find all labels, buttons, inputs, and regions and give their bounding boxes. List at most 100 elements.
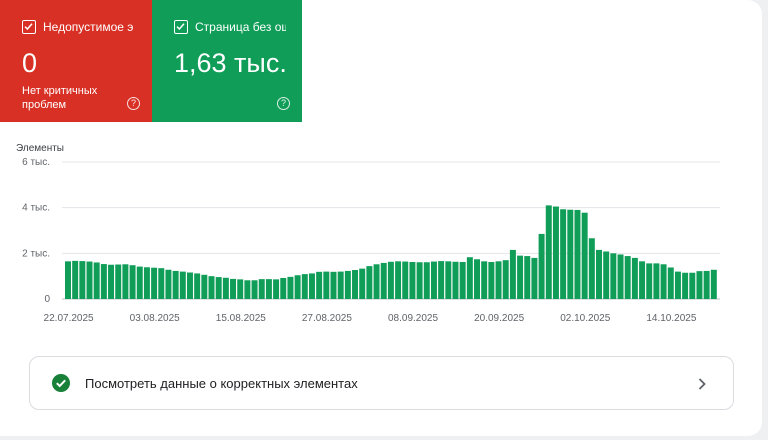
chart-bar[interactable] [251,280,258,299]
chart-bar[interactable] [129,265,136,299]
chart-bar[interactable] [682,272,689,299]
chart-bar[interactable] [93,262,100,299]
chart-bar[interactable] [423,262,430,299]
chart-bar[interactable] [308,273,315,299]
chart-bar[interactable] [237,279,244,299]
chart-bar[interactable] [430,261,437,299]
chart-bar[interactable] [143,267,150,299]
chart-bar[interactable] [79,261,86,299]
chart-bar[interactable] [466,257,473,299]
chart-bar[interactable] [301,274,308,299]
chart-bar[interactable] [72,260,79,299]
chart-bar[interactable] [395,261,402,299]
chart-bar[interactable] [86,261,93,299]
chart-bar[interactable] [481,261,488,299]
chart-bar[interactable] [100,264,107,299]
chart-bar[interactable] [402,261,409,299]
chart-bar[interactable] [445,261,452,299]
chart-bar[interactable] [215,277,222,299]
chart-bar[interactable] [344,270,351,299]
chart-bar[interactable] [151,267,158,299]
chart-bar[interactable] [380,262,387,299]
chart-bar[interactable] [624,256,631,299]
chart-bar[interactable] [108,264,115,299]
chart-bar[interactable] [710,269,717,299]
chart-bar[interactable] [330,271,337,299]
chart-bar[interactable] [230,278,237,299]
chart-bar[interactable] [610,253,617,299]
chart-bar[interactable] [265,279,272,299]
chart-bar[interactable] [617,254,624,299]
chart-bar[interactable] [373,264,380,299]
chart-bar[interactable] [696,271,703,299]
chart-bar[interactable] [194,273,201,299]
chart-bar[interactable] [222,277,229,299]
chart-bar[interactable] [509,249,516,299]
chart-bar[interactable] [208,276,215,299]
chart-bar[interactable] [502,260,509,299]
chart-bar[interactable] [273,279,280,299]
chart-bar[interactable] [416,262,423,299]
chart-bar[interactable] [316,271,323,299]
chart-bar[interactable] [387,261,394,299]
chart-bar[interactable] [115,264,122,299]
help-circle-icon[interactable]: ? [277,97,290,110]
chart-bar[interactable] [552,206,559,299]
chart-bar[interactable] [538,233,545,299]
chart-bar[interactable] [603,251,610,299]
chart-bar[interactable] [244,280,251,299]
chart-bar[interactable] [545,205,552,299]
chart-bar[interactable] [287,276,294,299]
help-circle-icon[interactable]: ? [127,97,140,110]
chart-bar[interactable] [122,264,129,299]
chart-bar[interactable] [459,262,466,299]
chart-bar[interactable] [488,262,495,299]
chart-bar[interactable] [366,266,373,299]
chart-bar[interactable] [186,272,193,299]
chart-bar[interactable] [294,275,301,299]
chart-bar[interactable] [438,261,445,299]
y-axis-title: Элементы [16,143,64,154]
checkbox-checked-icon[interactable] [174,20,188,34]
chart-bar[interactable] [517,255,524,299]
chart-bar[interactable] [172,270,179,299]
view-valid-items-row[interactable]: Посмотреть данные о корректных элементах [29,356,734,410]
chart-bar[interactable] [323,271,330,299]
chart-bar[interactable] [258,279,265,299]
chart-bar[interactable] [660,264,667,299]
chart-bar[interactable] [674,271,681,299]
chart-bar[interactable] [646,263,653,299]
chart-bar[interactable] [165,269,172,299]
chart-bar[interactable] [158,268,165,299]
chart-bar[interactable] [524,256,531,299]
chart-bar[interactable] [359,268,366,299]
chart-bar[interactable] [179,271,186,299]
chart-bar[interactable] [337,271,344,299]
chart-bar[interactable] [567,209,574,299]
chart-bar[interactable] [574,209,581,299]
chart-bar[interactable] [495,261,502,299]
chart-bar[interactable] [560,209,567,299]
chart-bar[interactable] [531,257,538,299]
chart-bar[interactable] [631,257,638,299]
chart-bar[interactable] [639,261,646,299]
chart-bar[interactable] [352,270,359,299]
chart-bar[interactable] [581,212,588,299]
chart-bar[interactable] [703,270,710,299]
valid-items-tile[interactable]: Страница без ош... 1,63 тыс. ? [152,0,302,122]
chart-bar[interactable] [201,274,208,299]
chart-bar[interactable] [452,261,459,299]
chart-bar[interactable] [596,249,602,299]
valid-tile-title: Страница без ош... [195,20,286,34]
chart-bar[interactable] [653,263,660,299]
chart-bar[interactable] [667,267,674,299]
chart-bar[interactable] [689,272,696,299]
checkbox-checked-icon[interactable] [22,20,36,34]
chart-bar[interactable] [588,238,595,299]
chart-bar[interactable] [65,261,71,299]
chart-bar[interactable] [409,262,416,299]
chart-bar[interactable] [474,259,480,299]
chart-bar[interactable] [280,277,287,299]
chart-bar[interactable] [136,266,143,299]
invalid-items-tile[interactable]: Недопустимое э... 0 Нет критичных пробле… [0,0,152,122]
